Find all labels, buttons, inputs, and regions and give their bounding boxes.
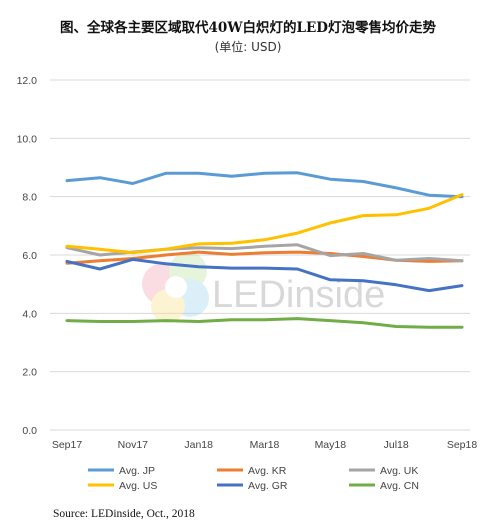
grid-lines bbox=[50, 79, 470, 431]
legend-label: Avg. CN bbox=[380, 480, 419, 492]
legend-item: Avg. KR bbox=[217, 465, 287, 477]
x-tick-label: Sep17 bbox=[52, 439, 83, 451]
legend-item: Avg. GR bbox=[217, 480, 288, 492]
legend: Avg. JP Avg. KR Avg. UK Avg. US Avg. GR Avg. … bbox=[88, 465, 419, 492]
y-tick-label: 8.0 bbox=[22, 192, 37, 204]
ledinside-watermark: LEDinside bbox=[142, 252, 385, 323]
chart-title: 图、全球各主要区域取代40W白炽灯的LED灯泡零售均价走势 bbox=[60, 19, 436, 36]
y-tick-label: 0.0 bbox=[22, 425, 37, 437]
x-tick-label: Sep18 bbox=[447, 439, 478, 451]
y-tick-label: 10.0 bbox=[17, 133, 38, 145]
y-tick-label: 6.0 bbox=[22, 250, 37, 262]
legend-item: Avg. JP bbox=[88, 465, 155, 477]
legend-label: Avg. US bbox=[119, 480, 157, 492]
legend-item: Avg. CN bbox=[349, 480, 419, 492]
y-tick-label: 4.0 bbox=[22, 308, 37, 320]
legend-label: Avg. UK bbox=[380, 465, 418, 477]
source-note: Source: LEDinside, Oct., 2018 bbox=[53, 508, 195, 520]
legend-label: Avg. JP bbox=[119, 465, 155, 477]
x-tick-label: May18 bbox=[315, 439, 347, 451]
legend-item: Avg. US bbox=[88, 480, 157, 492]
y-tick-label: 12.0 bbox=[17, 75, 38, 87]
x-axis-ticks: Sep17 Nov17 Jan18 Mar18 May18 Jul18 Sep18 bbox=[52, 439, 478, 451]
legend-label: Avg. KR bbox=[248, 465, 287, 477]
ledinside-logo-icon bbox=[142, 252, 209, 323]
series-line-avg-gr bbox=[65, 257, 464, 293]
legend-label: Avg. GR bbox=[248, 480, 288, 492]
series-line-avg-cn bbox=[65, 317, 464, 329]
series-line-avg-jp bbox=[65, 171, 464, 199]
y-tick-label: 2.0 bbox=[22, 367, 37, 379]
x-tick-label: Nov17 bbox=[118, 439, 149, 451]
series-line-avg-us bbox=[65, 193, 464, 255]
chart-subtitle: (单位: USD) bbox=[215, 39, 282, 54]
x-tick-label: Jan18 bbox=[184, 439, 213, 451]
x-tick-label: Mar18 bbox=[250, 439, 280, 451]
series-lines bbox=[65, 171, 464, 329]
y-axis-ticks: 0.0 2.0 4.0 6.0 8.0 10.0 12.0 bbox=[17, 75, 38, 437]
x-tick-label: Jul18 bbox=[384, 439, 409, 451]
legend-item: Avg. UK bbox=[349, 465, 418, 477]
